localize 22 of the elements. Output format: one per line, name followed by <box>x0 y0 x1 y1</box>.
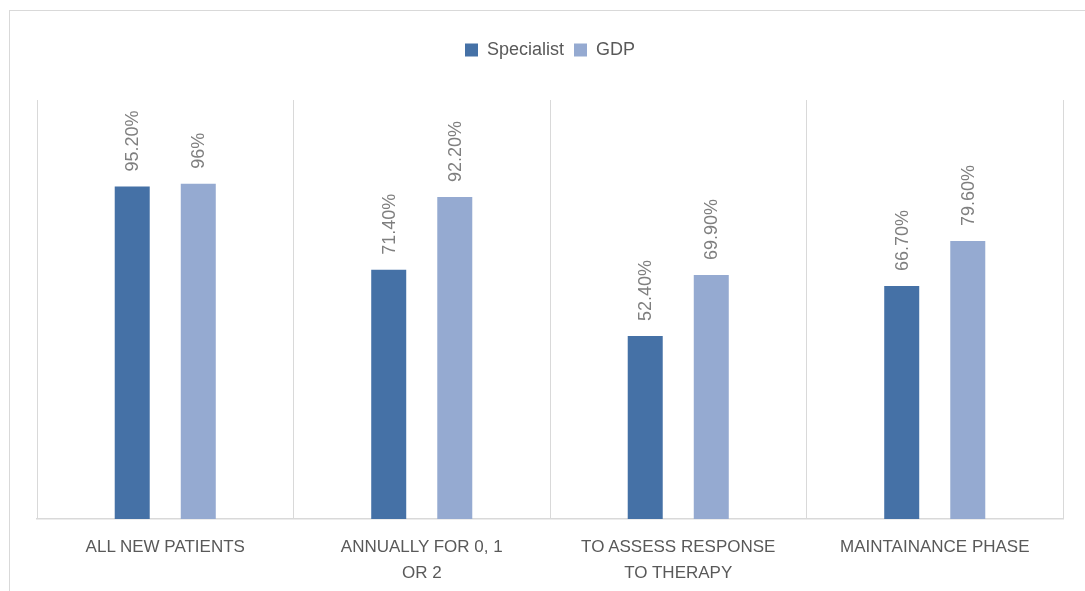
data-label: 95.20% <box>122 110 143 172</box>
x-tick-label: TO ASSESS RESPONSE TO THERAPY <box>581 536 776 582</box>
data-label: 79.60% <box>957 165 978 227</box>
bar <box>693 274 729 519</box>
x-tick-label: ANNUALLY FOR 0, 1 OR 2 <box>340 536 503 582</box>
data-label: 71.40% <box>378 193 399 255</box>
data-label: 66.70% <box>891 210 912 272</box>
bar <box>884 286 920 519</box>
bar <box>437 197 473 519</box>
bar <box>627 336 663 519</box>
data-label: 96% <box>188 132 209 169</box>
x-tick-label: MAINTAINANCE PHASE <box>839 536 1030 556</box>
data-label: 92.20% <box>444 121 465 183</box>
data-label: 69.90% <box>701 198 722 260</box>
bar <box>371 269 407 519</box>
bar <box>950 241 986 519</box>
x-tick-label: ALL NEW PATIENTS <box>85 536 245 556</box>
bar <box>114 186 150 519</box>
legend-label: Specialist <box>486 38 565 59</box>
legend-label: GDP <box>596 38 636 59</box>
data-label: 52.40% <box>635 259 656 322</box>
bar <box>180 183 216 519</box>
